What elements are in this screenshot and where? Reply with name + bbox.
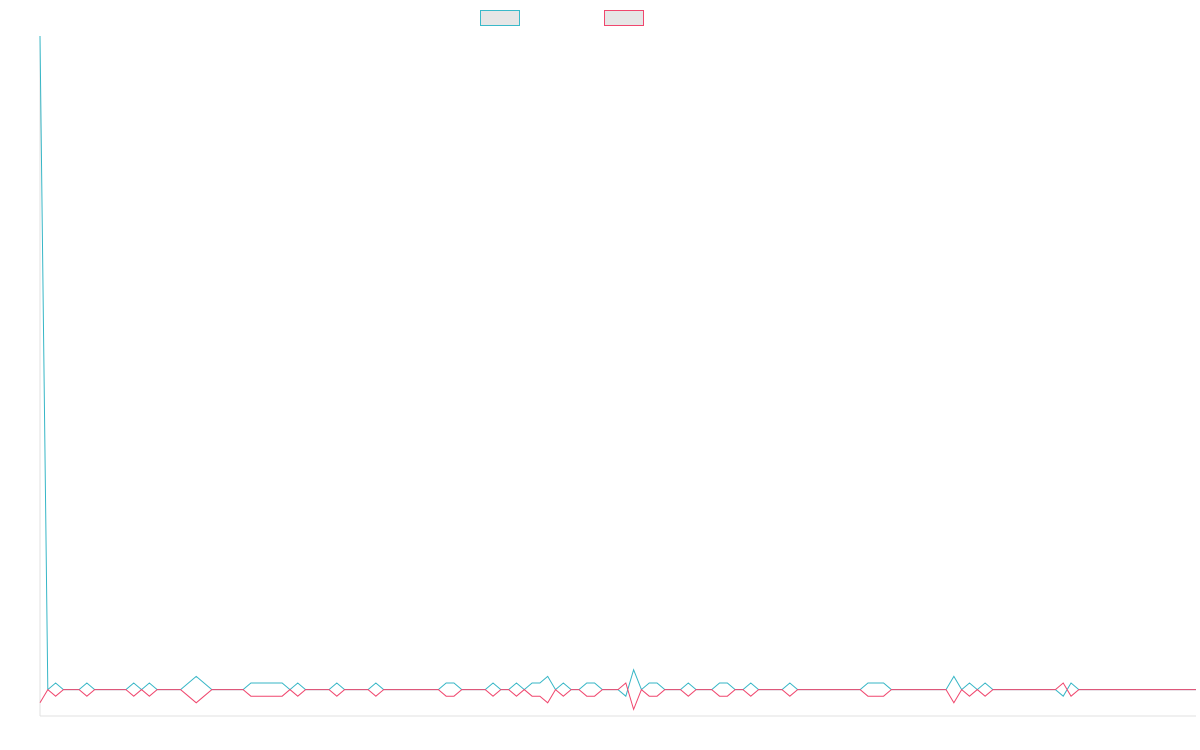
legend-swatch-series-1 [480,10,520,26]
legend [0,9,1200,27]
series-line-2[interactable] [39,682,1196,711]
series-line-1[interactable] [39,35,1196,698]
legend-item-series-2[interactable] [604,9,644,27]
legend-swatch-series-2 [604,10,644,26]
legend-item-series-1[interactable] [480,9,520,27]
